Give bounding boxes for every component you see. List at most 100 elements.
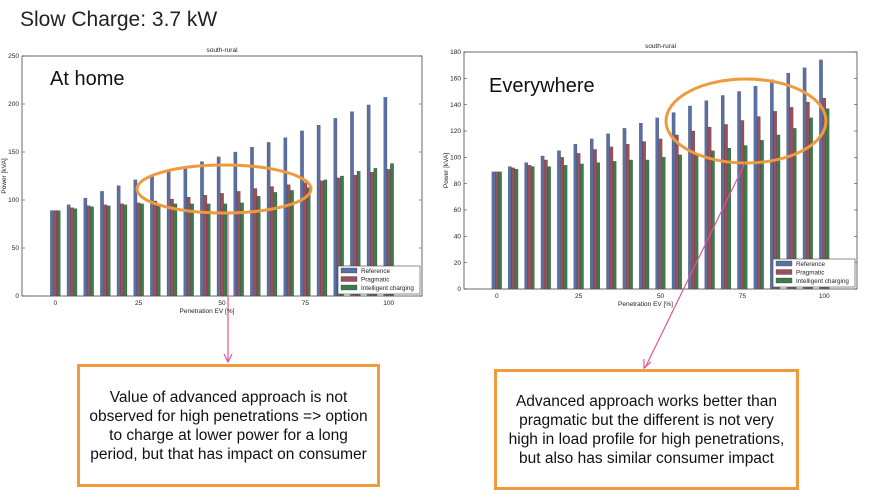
bar-pragmatic xyxy=(560,157,564,290)
bar-intelligent xyxy=(760,140,764,290)
bar-pragmatic xyxy=(120,203,124,297)
bar-intelligent xyxy=(743,145,748,290)
bar-intelligent xyxy=(106,205,111,297)
chart-everywhere: south-rural 0 20 40 60 80 100 120 140 160 180 0 25 50… xyxy=(443,43,858,308)
bar-reference xyxy=(133,179,138,297)
annotation-label: At home xyxy=(50,68,124,90)
bar-pragmatic xyxy=(236,191,241,297)
y-tick-label: 160 xyxy=(450,76,461,83)
bar-intelligent xyxy=(56,210,61,297)
legend-label-intelligent: Intelligent charging xyxy=(796,278,849,285)
bar-reference xyxy=(606,133,610,290)
y-tick-label: 80 xyxy=(454,181,462,188)
x-tick-label: 25 xyxy=(575,293,583,300)
bar-pragmatic xyxy=(170,198,174,297)
bar-pragmatic xyxy=(691,130,695,290)
bar-intelligent xyxy=(373,168,378,297)
y-tick-label: 120 xyxy=(450,128,461,135)
bar-pragmatic xyxy=(527,165,532,290)
legend-swatch-intelligent xyxy=(775,277,793,284)
bar-reference xyxy=(66,204,71,297)
bar-reference xyxy=(802,67,807,290)
annotation-label: Everywhere xyxy=(489,75,595,97)
bar-pragmatic xyxy=(626,144,630,290)
bar-reference xyxy=(250,147,254,297)
bar-pragmatic xyxy=(495,171,499,290)
bar-intelligent xyxy=(563,165,568,290)
x-tick-label: 0 xyxy=(495,293,499,300)
x-axis-label: Penetration EV [%] xyxy=(180,308,235,315)
bar-reference xyxy=(655,117,659,290)
x-tick-label: 75 xyxy=(302,300,310,307)
bar-pragmatic xyxy=(658,138,663,290)
bar-intelligent xyxy=(514,169,519,290)
bar-reference xyxy=(622,128,627,290)
bar-reference xyxy=(737,91,741,290)
y-tick-label: 150 xyxy=(8,149,19,156)
bar-pragmatic xyxy=(103,204,108,297)
bar-pragmatic xyxy=(153,200,158,297)
bar-intelligent xyxy=(678,154,682,290)
bar-pragmatic xyxy=(740,120,745,290)
bar-reference xyxy=(150,174,154,297)
bar-intelligent xyxy=(711,150,715,290)
bar-reference xyxy=(573,144,578,290)
chart-title: south-rural xyxy=(645,43,677,50)
bar-pragmatic xyxy=(707,126,712,290)
bar-reference xyxy=(300,130,304,297)
bar-reference xyxy=(266,142,271,297)
bar-reference xyxy=(50,210,54,297)
bar-reference xyxy=(333,118,338,297)
bar-pragmatic xyxy=(609,146,614,290)
bar-intelligent xyxy=(390,163,394,297)
callout-arrow-left-head xyxy=(223,353,233,364)
bar-reference xyxy=(200,161,204,297)
bar-intelligent xyxy=(73,208,78,297)
callout-arrow-right-head xyxy=(643,359,652,370)
bar-reference xyxy=(116,185,121,297)
y-tick-label: 60 xyxy=(454,207,462,214)
legend-swatch-pragmatic xyxy=(340,276,358,282)
slide-title: Slow Charge: 3.7 kW xyxy=(20,8,218,31)
bar-pragmatic xyxy=(136,202,141,297)
y-axis-label: Power [kVA] xyxy=(1,158,8,193)
y-tick-label: 40 xyxy=(454,234,462,241)
x-tick-label: 100 xyxy=(383,300,394,307)
bar-intelligent xyxy=(206,203,211,297)
callout-everywhere-text: Advanced approach works better than prag… xyxy=(508,392,785,467)
y-tick-label: 200 xyxy=(8,101,19,108)
bar-reference xyxy=(639,122,643,290)
bar-intelligent xyxy=(596,162,601,290)
bar-intelligent xyxy=(629,159,633,290)
legend-swatch-pragmatic xyxy=(775,269,793,275)
legend-label-pragmatic: Pragmatic xyxy=(796,270,824,277)
y-tick-label: 250 xyxy=(8,53,19,60)
y-tick-label: 20 xyxy=(454,260,462,267)
legend-label-reference: Reference xyxy=(796,261,826,268)
bar-reference xyxy=(183,166,188,297)
bar-pragmatic xyxy=(724,124,728,290)
bar-reference xyxy=(819,59,823,290)
x-tick-label: 100 xyxy=(819,293,830,300)
x-tick-label: 75 xyxy=(739,293,747,300)
bar-pragmatic xyxy=(757,116,761,290)
y-tick-label: 140 xyxy=(450,102,461,109)
bar-intelligent xyxy=(580,163,584,290)
bar-pragmatic xyxy=(593,149,597,290)
bar-intelligent xyxy=(256,196,261,297)
bar-reference xyxy=(100,191,104,297)
bar-intelligent xyxy=(323,179,328,297)
legend-label-pragmatic: Pragmatic xyxy=(361,277,389,284)
bar-reference xyxy=(557,150,561,290)
bar-intelligent xyxy=(190,203,194,297)
bar-pragmatic xyxy=(86,205,91,297)
bar-pragmatic xyxy=(70,207,74,297)
bar-reference xyxy=(233,151,238,297)
bar-pragmatic xyxy=(511,167,515,290)
bar-pragmatic xyxy=(303,182,308,297)
bar-reference xyxy=(786,72,790,290)
bar-reference xyxy=(83,197,88,297)
y-tick-label: 180 xyxy=(450,49,461,56)
legend-swatch-reference xyxy=(775,260,793,267)
bar-reference xyxy=(283,137,288,297)
